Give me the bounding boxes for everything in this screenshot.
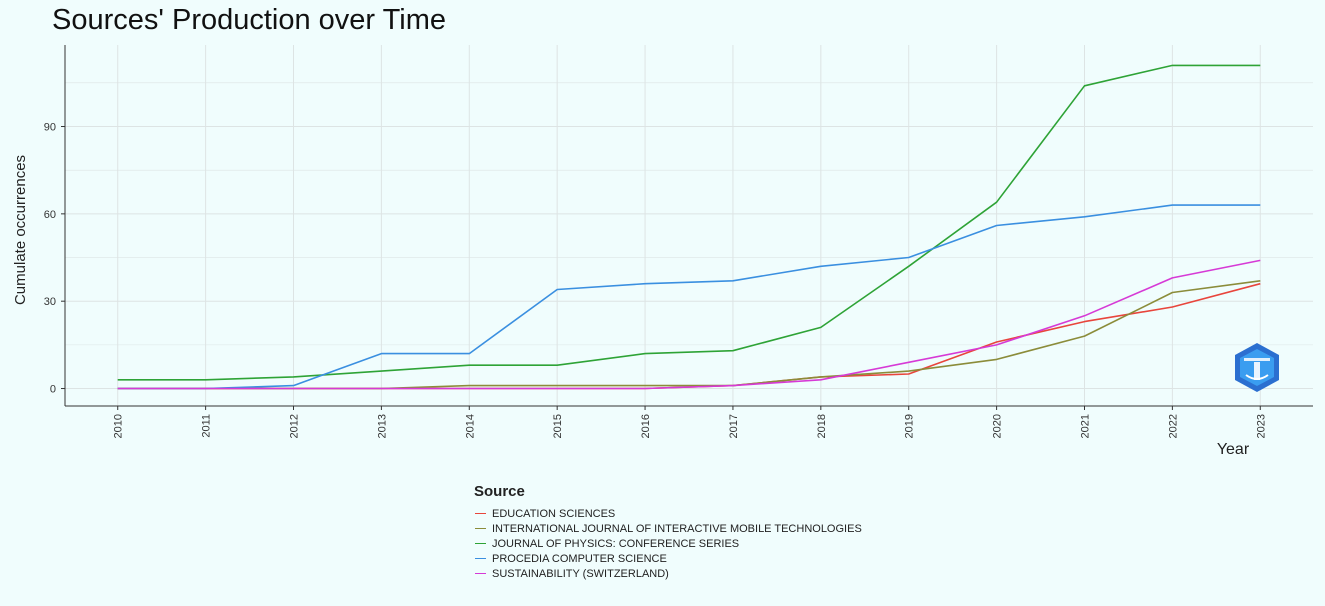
series-lines — [117, 64, 1261, 390]
grid — [65, 45, 1313, 406]
series-line — [117, 259, 1261, 390]
x-tick-label: 2022 — [1167, 414, 1179, 438]
legend-swatch — [475, 528, 486, 529]
x-tick-label: 2018 — [816, 414, 828, 438]
x-tick-label: 2013 — [376, 414, 388, 438]
x-tick-label: 2016 — [640, 414, 652, 438]
legend-swatch — [475, 513, 486, 514]
legend-swatch — [475, 573, 486, 574]
legend-swatch — [475, 543, 486, 544]
legend-items: EDUCATION SCIENCES INTERNATIONAL JOURNAL … — [474, 506, 862, 581]
x-tick-label: 2019 — [904, 414, 916, 438]
legend-label: EDUCATION SCIENCES — [492, 507, 616, 520]
x-axis-label: Year — [1217, 441, 1250, 458]
x-tick-label: 2020 — [992, 414, 1004, 438]
y-tick-label: 30 — [44, 296, 56, 308]
x-tick-label: 2012 — [289, 414, 301, 438]
x-tick-label: 2015 — [552, 414, 564, 438]
legend-item: EDUCATION SCIENCES — [474, 506, 862, 521]
x-tick-label: 2017 — [728, 414, 740, 438]
series-line — [117, 282, 1261, 390]
series-line — [117, 204, 1261, 390]
legend-label: JOURNAL OF PHYSICS: CONFERENCE SERIES — [492, 537, 740, 550]
legend: Source EDUCATION SCIENCES INTERNATIONAL J… — [474, 483, 862, 581]
y-tick-label: 90 — [44, 122, 56, 134]
legend-title: Source — [474, 483, 525, 500]
legend-item: INTERNATIONAL JOURNAL OF INTERACTIVE MOB… — [474, 521, 862, 536]
legend-item: SUSTAINABILITY (SWITZERLAND) — [474, 566, 862, 581]
legend-label: PROCEDIA COMPUTER SCIENCE — [492, 552, 667, 565]
y-axis-label: Cumulate occurrences — [12, 155, 29, 305]
x-tick-label: 2014 — [464, 414, 476, 438]
x-tick-label: 2023 — [1255, 414, 1267, 438]
logo-watermark — [1235, 343, 1279, 392]
series-line — [117, 280, 1261, 390]
legend-item: JOURNAL OF PHYSICS: CONFERENCE SERIES — [474, 536, 862, 551]
x-tick-label: 2011 — [201, 414, 213, 438]
y-tick-label: 0 — [50, 384, 56, 396]
legend-swatch — [475, 558, 486, 559]
x-tick-label: 2010 — [113, 414, 125, 438]
legend-item: PROCEDIA COMPUTER SCIENCE — [474, 551, 862, 566]
legend-label: INTERNATIONAL JOURNAL OF INTERACTIVE MOB… — [492, 522, 862, 535]
chart-title: Sources' Production over Time — [52, 4, 446, 36]
axes: 0 30 60 90 2010 2011 2012 2013 2014 2015 2016 2017 2… — [44, 45, 1313, 438]
legend-label: SUSTAINABILITY (SWITZERLAND) — [492, 567, 669, 580]
x-tick-label: 2021 — [1079, 414, 1091, 438]
y-tick-label: 60 — [44, 209, 56, 221]
series-line — [117, 64, 1261, 381]
